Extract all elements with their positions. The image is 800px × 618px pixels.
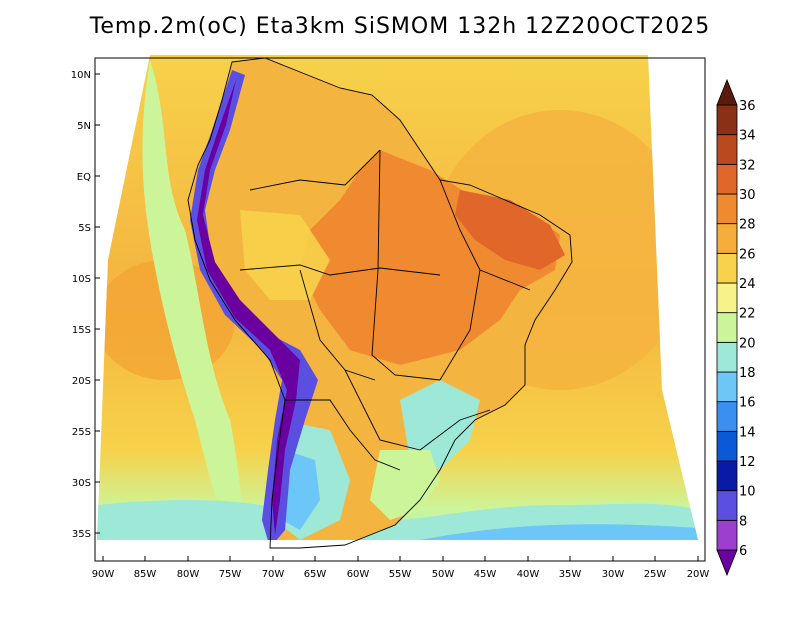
colorbar-swatch — [716, 430, 738, 462]
border-argentina — [285, 399, 401, 471]
lon-label: 80W — [177, 569, 200, 580]
border-ne — [479, 269, 531, 291]
lat-label: 30S — [72, 478, 91, 489]
lon-label: 55W — [389, 569, 412, 580]
colorbar-level-label: 36 — [739, 99, 756, 114]
colorbar-swatch — [716, 401, 738, 432]
lat-label: 5N — [77, 121, 91, 132]
colorbar-swatch — [716, 519, 738, 551]
latitude-labels: 10N 5N EQ 5S 10S 15S 20S 25S 30S 35S — [71, 70, 91, 540]
colorbar-level-label: 28 — [739, 218, 756, 233]
border-se — [419, 409, 491, 451]
colorbar-swatch — [716, 193, 738, 225]
colorbar-swatch — [716, 104, 738, 136]
lon-label: 35W — [559, 569, 582, 580]
lon-label: 90W — [92, 569, 115, 580]
lon-label: 85W — [134, 569, 157, 580]
colorbar-level-label: 30 — [739, 188, 756, 203]
country-borders — [187, 57, 573, 549]
lon-label: 75W — [219, 569, 242, 580]
longitude-ticks — [102, 556, 699, 561]
border-north — [249, 149, 381, 191]
colorbar-level-label: 10 — [739, 485, 756, 500]
colorbar-level-label: 34 — [739, 129, 756, 144]
colorbar-swatch — [716, 134, 738, 165]
colorbar: 6 8 10 12 14 16 18 20 22 24 26 28 30 32 34 36 — [716, 78, 756, 577]
border-bolivia — [299, 269, 376, 381]
lat-label: EQ — [77, 172, 91, 183]
lat-label: 15S — [72, 325, 91, 336]
longitude-labels: 90W 85W 80W 75W 70W 65W 60W 55W 50W 45W … — [92, 569, 710, 580]
border-paraguay — [344, 369, 421, 451]
lat-label: 10N — [71, 70, 91, 81]
colorbar-level-label: 12 — [739, 455, 756, 470]
south-cold-band — [420, 524, 698, 540]
temperature-field — [97, 55, 698, 540]
lon-label: 40W — [517, 569, 540, 580]
patagonia-colder — [282, 450, 320, 530]
colorbar-swatch — [716, 282, 738, 314]
border-mid — [239, 264, 441, 276]
pacific-cool-coast — [142, 60, 250, 540]
southeast-cool-zone — [400, 380, 480, 470]
lon-label: 60W — [347, 569, 370, 580]
amazon-cool-patch — [240, 210, 330, 300]
lat-label: 35S — [72, 529, 91, 540]
southern-brazil-cool — [370, 450, 440, 520]
lon-label: 30W — [602, 569, 625, 580]
colorbar-level-label: 26 — [739, 247, 756, 262]
northeast-hot-core — [455, 190, 565, 270]
latitude-ticks — [95, 73, 100, 534]
lat-label: 25S — [72, 427, 91, 438]
colorbar-swatch — [716, 223, 738, 254]
colorbar-swatch — [716, 371, 738, 403]
colorbar-level-label: 8 — [739, 514, 747, 529]
colorbar-swatch — [716, 163, 738, 195]
colorbar-bottom-arrow — [716, 549, 738, 577]
colorbar-level-label: 20 — [739, 336, 756, 351]
lat-label: 20S — [72, 376, 91, 387]
colorbar-level-label: 6 — [739, 544, 747, 559]
lon-label: 20W — [687, 569, 710, 580]
colorbar-level-label: 14 — [739, 425, 756, 440]
colorbar-swatch — [716, 252, 738, 284]
lon-label: 50W — [432, 569, 455, 580]
colorbar-level-label: 22 — [739, 307, 756, 322]
lon-label: 70W — [262, 569, 285, 580]
colorbar-level-label: 16 — [739, 396, 756, 411]
lon-label: 25W — [644, 569, 667, 580]
continent-outline — [187, 57, 573, 549]
map-title: Temp.2m(oC) Eta3km SiSMOM 132h 12Z20OCT2… — [89, 14, 711, 39]
lon-label: 65W — [304, 569, 327, 580]
colorbar-top-arrow — [716, 78, 738, 106]
colorbar-level-label: 18 — [739, 366, 756, 381]
colorbar-level-label: 32 — [739, 158, 756, 173]
border-center — [371, 149, 441, 381]
lon-label: 45W — [474, 569, 497, 580]
lat-label: 5S — [78, 223, 91, 234]
colorbar-swatch — [716, 312, 738, 343]
colorbar-swatch — [716, 490, 738, 521]
lat-label: 10S — [72, 274, 91, 285]
colorbar-swatch — [716, 460, 738, 492]
colorbar-swatch — [716, 341, 738, 373]
colorbar-level-label: 24 — [739, 277, 756, 292]
